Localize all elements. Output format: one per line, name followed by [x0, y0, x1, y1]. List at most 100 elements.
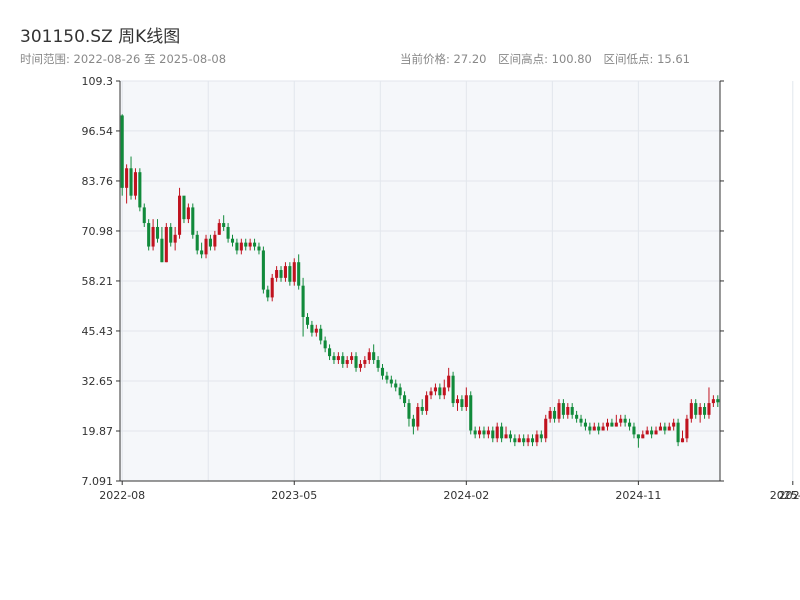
candle: [486, 426, 490, 439]
candle: [601, 422, 605, 431]
candle-body: [151, 226, 155, 247]
candle: [570, 403, 574, 419]
candle-body: [575, 414, 579, 419]
candle-body: [305, 316, 310, 325]
candle-body: [658, 426, 662, 431]
page-title: 301150.SZ 周K线图: [20, 27, 181, 47]
candle-body: [314, 328, 318, 333]
candle: [632, 422, 636, 439]
candle-body: [182, 195, 186, 220]
candle-body: [186, 207, 190, 220]
candle-body: [645, 430, 649, 435]
candle: [619, 414, 623, 427]
x-tick-label: 2025-08: [779, 489, 800, 502]
candle-body: [261, 250, 265, 290]
candle: [358, 360, 362, 372]
candle: [575, 410, 579, 423]
candle: [478, 426, 482, 439]
price-stats: 当前价格: 27.20 区间高点: 100.80 区间低点: 15.61: [400, 51, 698, 67]
candle-body: [319, 328, 323, 341]
candle-body: [372, 352, 376, 361]
candle: [354, 352, 358, 372]
candle-body: [592, 426, 596, 431]
candle: [694, 399, 698, 419]
candle: [213, 230, 217, 251]
candle: [398, 383, 402, 400]
candle: [707, 387, 711, 419]
candle-body: [239, 242, 243, 251]
candle-body: [650, 430, 654, 435]
candle: [442, 379, 446, 400]
candle: [663, 422, 667, 435]
candle: [248, 238, 252, 251]
candle: [447, 367, 451, 392]
candle: [658, 422, 662, 431]
candle-body: [323, 340, 327, 349]
candle-body: [663, 426, 667, 431]
candle-body: [557, 403, 561, 419]
candle-body: [636, 434, 640, 439]
y-tick-label: 45.43: [82, 325, 114, 338]
candle-body: [266, 289, 270, 298]
candle-body: [698, 406, 702, 415]
candle: [142, 203, 146, 227]
candle: [548, 406, 552, 423]
candle-body: [535, 434, 539, 443]
candle: [566, 403, 570, 419]
candle: [133, 168, 137, 200]
candle: [297, 254, 301, 290]
candle-body: [438, 387, 442, 396]
candle-body: [155, 226, 160, 239]
y-tick-label: 32.65: [82, 375, 114, 388]
candle-body: [147, 223, 151, 247]
range-high-label: 区间高点: 100.80: [498, 52, 592, 66]
candle: [513, 434, 517, 447]
candle-body: [178, 195, 182, 235]
candle: [288, 262, 292, 286]
candle-body: [442, 387, 446, 396]
candle-body: [411, 418, 415, 427]
candle-body: [500, 426, 504, 439]
candle: [557, 399, 561, 423]
candle-body: [230, 238, 235, 243]
candle-body: [676, 422, 680, 443]
candle: [169, 223, 173, 247]
y-axis-ticks: 7.091 19.87 32.65 45.43 58.21 70.98 83.76 96.54…: [82, 75, 724, 488]
candle: [292, 258, 296, 286]
candle: [473, 426, 477, 439]
candle-body: [517, 438, 521, 443]
candle-body: [464, 395, 468, 407]
candle-body: [416, 406, 420, 427]
candle: [482, 426, 486, 439]
candle-body: [213, 234, 217, 247]
x-tick-label: 2025-07: [770, 489, 800, 502]
range-low-label: 区间低点: 15.61: [603, 52, 690, 66]
candle: [283, 262, 287, 282]
candle: [680, 430, 685, 443]
candle-body: [403, 395, 407, 404]
candle: [689, 399, 693, 423]
candle-body: [226, 226, 230, 239]
candle: [367, 348, 371, 364]
candle: [380, 363, 385, 380]
candle-body: [667, 426, 671, 431]
candle-body: [610, 422, 614, 427]
candle: [257, 242, 261, 255]
candle: [319, 324, 323, 345]
candle: [345, 356, 349, 368]
candle-body: [133, 172, 137, 196]
candle-body: [522, 438, 526, 443]
candle: [711, 395, 715, 407]
candle: [583, 418, 587, 431]
candle-body: [689, 403, 693, 419]
candle: [411, 414, 415, 435]
y-tick-label: 83.76: [82, 175, 114, 188]
candle: [544, 414, 548, 443]
candle-body: [367, 352, 371, 361]
candle: [222, 215, 226, 231]
candle: [451, 371, 455, 407]
candle: [173, 226, 177, 251]
candle: [239, 238, 243, 255]
candle-body: [120, 115, 124, 188]
